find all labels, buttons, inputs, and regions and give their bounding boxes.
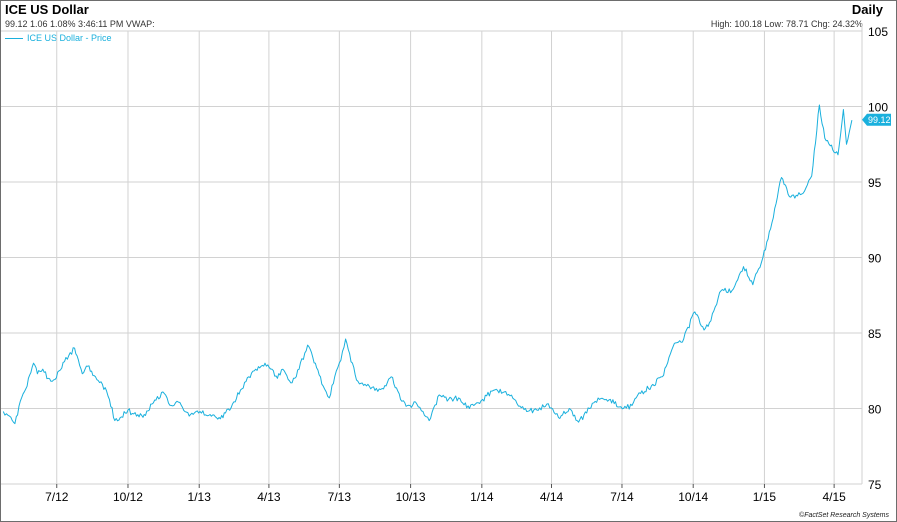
price-series-line (2, 104, 853, 425)
y-axis-ticks: 75 80 85 90 95 100 105 (868, 25, 888, 492)
series-layer (2, 104, 853, 425)
y-tick-label: 75 (868, 478, 882, 492)
x-tick-label: 1/15 (753, 490, 777, 504)
x-tick-label: 4/15 (822, 490, 846, 504)
x-axis-ticks: 7/12 10/12 1/13 4/13 7/13 10/13 1/14 4/14 7/14 10… (45, 484, 846, 504)
grid-lines (1, 23, 863, 485)
y-tick-label: 85 (868, 327, 882, 341)
y-tick-label: 90 (868, 252, 882, 266)
y-tick-label: 80 (868, 403, 882, 417)
quote-line: 99.12 1.06 1.08% 3:46:11 PM VWAP: (5, 19, 155, 29)
y-tick-label: 105 (868, 25, 888, 39)
chart-title: ICE US Dollar (5, 2, 89, 17)
x-tick-label: 10/12 (113, 490, 143, 504)
x-tick-label: 10/14 (678, 490, 708, 504)
legend: ICE US Dollar - Price (5, 33, 112, 43)
last-value-marker: 99.12 (862, 113, 891, 126)
last-value-label: 99.12 (868, 115, 891, 125)
last-value-badge (862, 113, 891, 126)
y-tick-label: 95 (868, 176, 882, 190)
credit-text: ©FactSet Research Systems (799, 512, 889, 519)
x-tick-label: 4/13 (257, 490, 281, 504)
x-tick-label: 7/13 (328, 490, 352, 504)
x-tick-label: 1/14 (470, 490, 494, 504)
x-tick-label: 4/14 (540, 490, 564, 504)
x-tick-label: 1/13 (188, 490, 212, 504)
legend-label: ICE US Dollar - Price (27, 33, 112, 43)
x-tick-label: 7/14 (610, 490, 634, 504)
legend-swatch (5, 37, 23, 39)
stats-line: High: 100.18 Low: 78.71 Chg: 24.32% (710, 19, 863, 29)
x-tick-label: 10/13 (396, 490, 426, 504)
y-tick-label: 100 (868, 101, 888, 115)
frequency-label: Daily (851, 2, 883, 17)
x-tick-label: 7/12 (45, 490, 69, 504)
